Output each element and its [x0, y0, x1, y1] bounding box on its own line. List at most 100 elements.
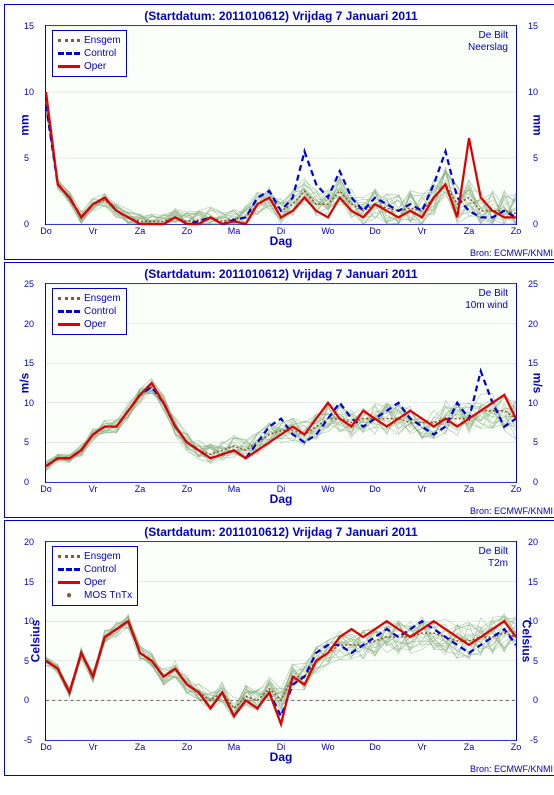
xtick: Zo [182, 742, 193, 752]
legend-item: Control [58, 47, 121, 60]
xtick: Vr [89, 742, 98, 752]
ytick: 0 [24, 219, 29, 229]
legend-swatch [58, 581, 80, 584]
ytick-right: 10 [528, 398, 538, 408]
legend-swatch [58, 323, 80, 326]
source-label: Bron: ECMWF/KNMI [470, 248, 553, 258]
yaxis-label-right: mm [530, 114, 544, 135]
ytick: 20 [24, 319, 34, 329]
ytick-right: 20 [528, 319, 538, 329]
legend-swatch [58, 52, 80, 55]
xtick: Ma [228, 484, 241, 494]
ytick-right: 5 [533, 656, 538, 666]
xtick: Vr [418, 484, 427, 494]
ytick: 15 [24, 21, 34, 31]
legend-swatch [58, 310, 80, 313]
xtick: Zo [511, 226, 522, 236]
xtick: Zo [182, 484, 193, 494]
legend-swatch: ● [58, 589, 80, 602]
legend-item: ● MOS TnTx [58, 589, 132, 602]
legend-swatch [58, 65, 80, 68]
info-label: De BiltT2m [479, 546, 508, 570]
chart-panel-t2m: (Startdatum: 2011010612) Vrijdag 7 Janua… [4, 520, 554, 776]
legend-label: Control [84, 305, 116, 318]
xtick: Zo [182, 226, 193, 236]
legend-label: Oper [84, 318, 106, 331]
xtick: Za [464, 226, 475, 236]
ytick-right: 5 [533, 437, 538, 447]
xtick: Za [135, 484, 146, 494]
ytick-right: -5 [530, 735, 538, 745]
xtick: Wo [321, 226, 334, 236]
xtick: Do [369, 742, 381, 752]
legend-label: Ensgem [84, 550, 121, 563]
legend-label: MOS TnTx [84, 589, 132, 602]
ytick: 20 [24, 537, 34, 547]
ytick: 15 [24, 358, 34, 368]
ytick: 5 [24, 437, 29, 447]
xtick: Vr [418, 226, 427, 236]
legend-item: Ensgem [58, 292, 121, 305]
xtick: Do [369, 484, 381, 494]
xtick: Wo [321, 484, 334, 494]
legend-label: Control [84, 47, 116, 60]
legend-label: Oper [84, 576, 106, 589]
xtick: Ma [228, 742, 241, 752]
xtick: Za [464, 742, 475, 752]
xaxis-label: Dag [270, 492, 293, 506]
xtick: Za [464, 484, 475, 494]
legend-label: Ensgem [84, 292, 121, 305]
chart-panel-precip: (Startdatum: 2011010612) Vrijdag 7 Janua… [4, 4, 554, 260]
ytick: -5 [24, 735, 32, 745]
legend: EnsgemControlOper ● MOS TnTx [52, 546, 138, 606]
ytick-right: 15 [528, 21, 538, 31]
legend-item: Control [58, 563, 132, 576]
xtick: Di [277, 742, 286, 752]
ytick-right: 5 [533, 153, 538, 163]
legend-item: Oper [58, 60, 121, 73]
xaxis-label: Dag [270, 750, 293, 764]
ytick-right: 10 [528, 616, 538, 626]
ytick: 0 [24, 477, 29, 487]
xtick: Di [277, 484, 286, 494]
ytick: 10 [24, 616, 34, 626]
ytick: 0 [24, 695, 29, 705]
legend: EnsgemControlOper [52, 288, 127, 335]
xtick: Do [40, 742, 52, 752]
legend-item: Oper [58, 576, 132, 589]
ytick-right: 20 [528, 537, 538, 547]
xtick: Ma [228, 226, 241, 236]
xtick: Za [135, 226, 146, 236]
legend-swatch [58, 555, 80, 558]
chart-title: (Startdatum: 2011010612) Vrijdag 7 Janua… [5, 5, 554, 25]
xtick: Vr [89, 484, 98, 494]
xtick: Zo [511, 742, 522, 752]
xtick: Zo [511, 484, 522, 494]
plot-area: EnsgemControlOper●MOS TnTxDe BiltT2mCels… [45, 541, 517, 741]
xaxis-label: Dag [270, 234, 293, 248]
ytick: 10 [24, 398, 34, 408]
legend-label: Control [84, 563, 116, 576]
xtick: Vr [89, 226, 98, 236]
legend-item: Oper [58, 318, 121, 331]
ytick-right: 15 [528, 358, 538, 368]
info-label: De Bilt10m wind [465, 288, 508, 312]
legend-item: Ensgem [58, 550, 132, 563]
legend-label: Ensgem [84, 34, 121, 47]
xtick: Di [277, 226, 286, 236]
plot-area: EnsgemControlOperDe Bilt10m windm/sm/sDa… [45, 283, 517, 483]
legend: EnsgemControlOper [52, 30, 127, 77]
info-label: De BiltNeerslag [468, 30, 508, 54]
source-label: Bron: ECMWF/KNMI [470, 506, 553, 516]
ytick-right: 10 [528, 87, 538, 97]
ytick: 15 [24, 577, 34, 587]
ytick: 10 [24, 87, 34, 97]
xtick: Do [40, 484, 52, 494]
source-label: Bron: ECMWF/KNMI [470, 764, 553, 774]
legend-item: Control [58, 305, 121, 318]
ytick-right: 0 [533, 695, 538, 705]
legend-swatch [58, 39, 80, 42]
legend-label: Oper [84, 60, 106, 73]
plot-area: EnsgemControlOperDe BiltNeerslagmmmmDag0… [45, 25, 517, 225]
xtick: Do [40, 226, 52, 236]
